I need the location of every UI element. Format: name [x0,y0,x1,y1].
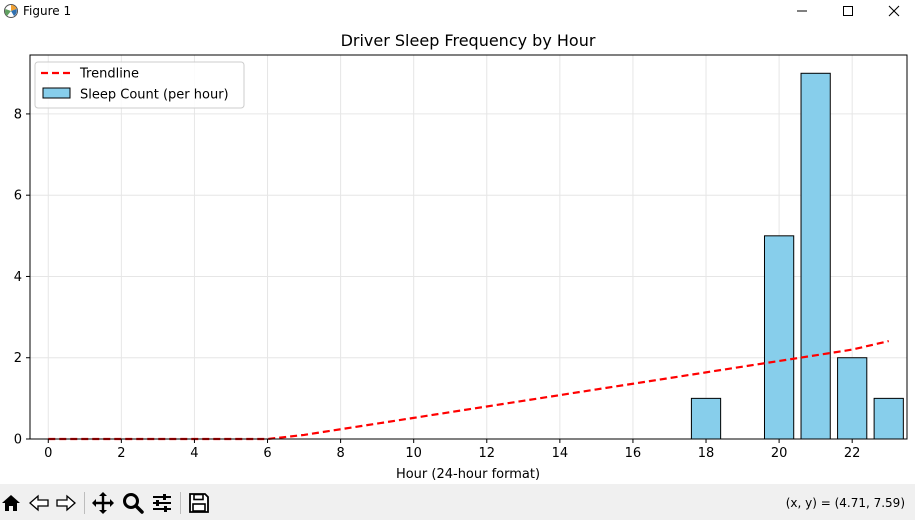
chart-title: Driver Sleep Frequency by Hour [341,31,596,50]
bar [690,397,722,440]
home-button[interactable] [0,490,24,516]
minimize-icon [797,10,807,12]
maximize-button[interactable] [825,0,871,22]
bar [873,397,904,440]
x-tick-label: 10 [405,446,422,461]
x-tick-label: 22 [844,446,861,461]
x-tick-label: 12 [478,446,495,461]
maximize-icon [843,6,853,16]
save-button[interactable] [186,490,212,516]
legend-label-trendline: Trendline [79,67,139,82]
bar [800,72,831,440]
toolbar-separator [180,492,181,514]
navigation-toolbar: (x, y) = (4.71, 7.59) [0,484,915,520]
floppy-disk-icon [189,493,209,513]
y-tick-label: 2 [14,351,22,366]
move-icon [92,492,114,514]
forward-arrow-icon [56,494,76,512]
legend: Trendline Sleep Count (per hour) [34,61,245,109]
bar [763,235,795,440]
bars-group [690,72,904,440]
window-title: Figure 1 [23,4,72,18]
forward-button[interactable] [53,490,79,516]
bar [837,357,868,440]
legend-bar-swatch [42,87,71,99]
plot-frame [29,54,908,440]
minimize-button[interactable] [779,0,825,22]
legend-label-sleep-count: Sleep Count (per hour) [80,88,229,103]
x-tick-label: 20 [771,446,788,461]
configure-subplots-button[interactable] [149,490,175,516]
window-titlebar: Figure 1 [0,0,915,22]
close-button[interactable] [871,0,915,22]
sliders-icon [153,494,171,512]
trendline [48,339,889,441]
back-arrow-icon [29,494,49,512]
back-button[interactable] [26,490,52,516]
x-axis-ticks: 0 2 4 6 8 10 12 14 16 18 20 22 [44,439,860,461]
x-tick-label: 6 [263,446,271,461]
cursor-coordinates: (x, y) = (4.71, 7.59) [785,496,905,510]
x-tick-label: 18 [698,446,715,461]
figure-canvas[interactable]: Driver Sleep Frequency by Hour 0 2 4 6 8 10 12… [0,22,915,484]
zoom-button[interactable] [120,490,146,516]
pan-button[interactable] [90,490,116,516]
y-tick-label: 8 [14,107,22,122]
x-axis-label: Hour (24-hour format) [396,467,540,482]
x-tick-label: 16 [625,446,642,461]
y-tick-label: 4 [14,270,22,285]
bar-chart: Driver Sleep Frequency by Hour 0 2 4 6 8 10 12… [14,31,908,482]
matplotlib-logo-icon [4,4,18,18]
y-tick-label: 0 [14,433,22,448]
home-icon [2,495,20,511]
magnifier-icon [123,493,144,514]
x-tick-label: 14 [552,446,569,461]
x-tick-label: 0 [44,446,52,461]
y-tick-label: 6 [14,189,22,204]
toolbar-separator [84,492,85,514]
y-axis-ticks: 0 2 4 6 8 [14,107,30,448]
x-tick-label: 4 [190,446,198,461]
close-icon [888,5,900,17]
x-tick-label: 8 [336,446,344,461]
x-tick-label: 2 [117,446,125,461]
